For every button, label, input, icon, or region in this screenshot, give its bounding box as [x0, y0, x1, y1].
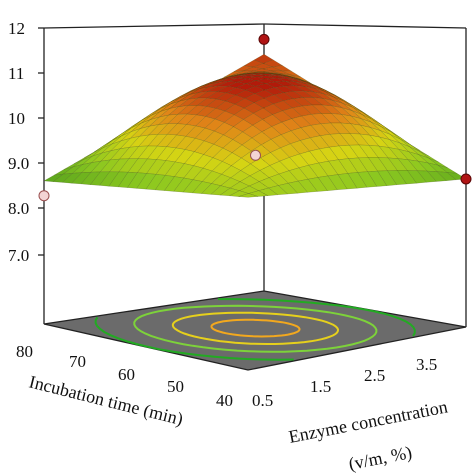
floor-plane — [43, 290, 467, 371]
z-tick-label: 8.0 — [8, 199, 29, 218]
x-tick-label: 80 — [16, 342, 33, 361]
surface-mesh-cell — [238, 193, 258, 198]
z-tick-label: 11 — [8, 64, 24, 83]
x-tick-label: 60 — [118, 365, 135, 384]
x-axis-ticks: 80 70 60 50 40 — [16, 342, 233, 410]
z-tick-label: 7.0 — [8, 246, 29, 265]
design-point-marker — [38, 190, 50, 202]
floor-contour-line — [94, 298, 416, 361]
floor-contour-line — [133, 304, 378, 353]
floor-contour-line — [171, 311, 340, 345]
top-right-edge — [263, 23, 467, 29]
top-left-edge — [43, 23, 265, 29]
x-tick-label: 50 — [167, 377, 184, 396]
y-tick-label: 3.5 — [416, 355, 437, 374]
y-tick-label: 1.5 — [310, 377, 331, 396]
z-tick-label: 10 — [8, 109, 25, 128]
z-tick-label: 9.0 — [8, 154, 29, 173]
floor-contours — [94, 298, 416, 361]
response-surface — [43, 53, 467, 198]
y-axis-label-line1: Enzyme concentration — [287, 396, 449, 446]
x-tick-label: 40 — [216, 391, 233, 410]
floor-contour-line — [210, 318, 301, 338]
x-axis-label: Incubation time (min) — [27, 371, 185, 430]
y-tick-label: 0.5 — [252, 391, 273, 410]
design-point-marker — [250, 149, 261, 161]
design-point-marker — [258, 33, 270, 45]
y-tick-label: 2.5 — [364, 366, 385, 385]
z-axis-ticks: 12 11 10 9.0 8.0 7.0 — [8, 19, 44, 265]
y-axis-label-line2: (v/m, %) — [347, 442, 414, 474]
x-tick-label: 70 — [69, 352, 86, 371]
z-tick-label: 12 — [8, 19, 25, 38]
design-point-marker — [460, 173, 472, 185]
y-axis-ticks: 0.5 1.5 2.5 3.5 — [252, 355, 437, 410]
design-points — [38, 33, 472, 202]
